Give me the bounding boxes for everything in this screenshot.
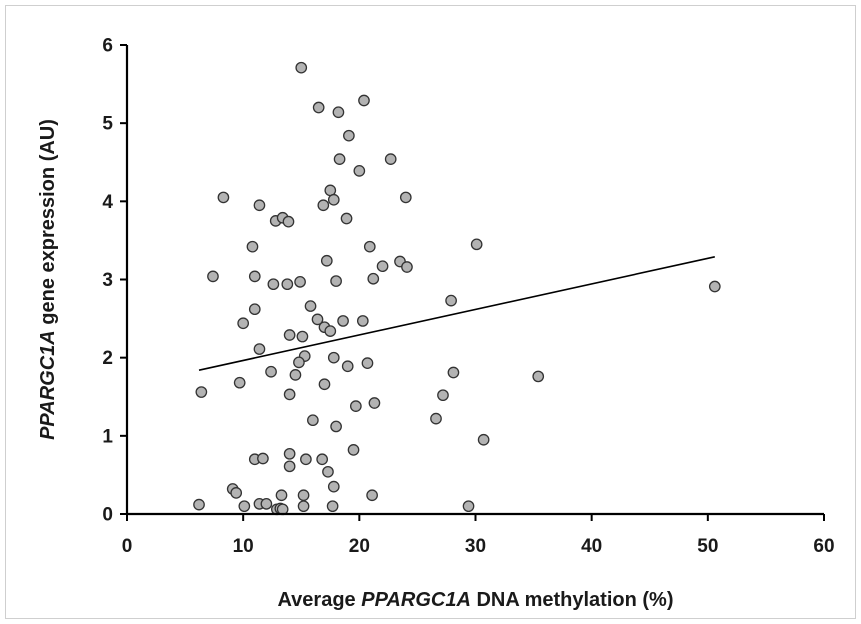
data-point [349,400,362,412]
y-axis-title: PPARGC1A gene expression (AU) [37,119,59,440]
data-point [330,420,342,433]
data-point [470,238,483,251]
data-point [361,357,374,369]
data-point [399,191,412,204]
data-point [401,261,413,273]
x-tick-label: 60 [813,536,834,557]
data-point [248,303,261,316]
x-tick-label: 40 [581,536,602,557]
data-point [316,453,329,466]
x-tick-label: 50 [697,536,718,557]
data-point [304,300,317,312]
data-point [332,106,345,119]
data-point [330,275,342,287]
data-point [445,294,457,307]
data-point [283,447,296,460]
data-point [253,199,266,212]
data-point [343,129,355,142]
y-tick-label: 4 [102,192,113,213]
data-point [477,433,490,446]
data-point [275,489,288,502]
data-point [296,330,309,343]
data-point [347,444,360,456]
data-point [327,480,340,493]
data-point [230,487,243,499]
data-point [283,329,296,341]
data-point [353,164,366,177]
chart-frame [5,5,856,619]
data-point [253,343,266,355]
data-point [430,412,442,425]
data-point [437,389,449,402]
data-point [366,489,378,502]
x-tick-label: 20 [349,536,370,557]
y-tick-label: 2 [102,348,113,369]
data-point [233,376,246,389]
data-point [295,61,308,74]
data-point [312,101,325,114]
data-point [327,351,340,364]
data-point [376,260,389,273]
data-point [297,489,310,502]
data-point [322,465,334,478]
data-point [341,360,354,373]
data-point [317,199,330,212]
data-point [337,315,349,327]
data-point [384,153,397,165]
data-point [207,270,219,283]
data-point [363,240,376,253]
data-point [193,498,205,511]
data-point [248,270,261,283]
data-point [320,254,333,267]
data-point [327,193,340,206]
y-tick-label: 5 [102,114,113,135]
data-point [289,369,302,381]
data-point [282,215,295,228]
data-point [293,356,305,369]
data-point [297,500,310,513]
data-point [532,370,545,383]
data-point [237,317,250,330]
data-point [217,191,230,204]
data-point [333,153,346,165]
data-point [358,94,370,107]
data-point [324,325,337,337]
data-point [265,365,277,378]
data-point [368,397,381,409]
data-point [326,500,339,513]
data-point [260,497,273,510]
trend-line [198,256,715,371]
data-point [281,278,294,291]
data-point [195,386,208,398]
data-point [283,388,296,401]
data-point [356,315,369,327]
data-point [238,500,251,513]
data-point [340,212,353,225]
x-tick-label: 0 [122,536,133,557]
data-point [257,452,269,465]
y-tick-label: 3 [102,270,113,291]
data-point [283,460,296,473]
x-tick-label: 10 [233,536,254,557]
y-tick-label: 0 [102,505,113,526]
x-axis-title: Average PPARGC1A DNA methylation (%) [277,589,673,611]
data-point [300,453,312,466]
data-point [294,275,306,288]
data-point [367,272,380,285]
data-point [307,414,319,427]
data-point [267,278,280,291]
data-point [246,240,259,253]
x-tick-label: 30 [465,536,486,557]
data-point [318,378,331,391]
data-point [708,280,721,293]
y-tick-label: 6 [102,36,113,57]
data-point [311,313,324,326]
data-point [462,500,475,513]
y-tick-label: 1 [102,426,113,447]
data-point [447,366,460,379]
